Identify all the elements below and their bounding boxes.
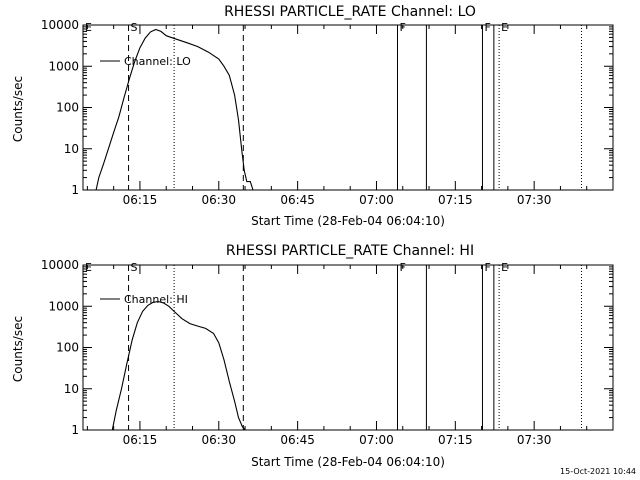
y-tick-label: 1000 [48,59,79,73]
event-marker-label: F [484,261,490,274]
event-marker-label: E [501,261,508,274]
series-line [111,300,246,431]
event-marker-label: E [501,21,508,34]
x-tick-label: 07:15 [438,193,473,207]
x-tick-label: 06:45 [280,193,315,207]
x-tick-label: 07:15 [438,433,473,447]
x-tick-label: 06:30 [201,193,236,207]
event-marker-label: S [131,261,138,274]
y-tick-label: 1000 [48,299,79,313]
chart-panel-lo: RHESSI PARTICLE_RATE Channel: LO Start T… [11,4,614,228]
y-tick-label: 1 [71,183,79,197]
y-tick-label: 10000 [41,18,79,32]
x-tick-label: 06:45 [280,433,315,447]
event-marker-label: S [131,21,138,34]
x-tick-label: 07:30 [517,193,552,207]
x-tick-label: 06:15 [123,193,158,207]
event-marker-label: F [399,261,405,274]
chart-title: RHESSI PARTICLE_RATE Channel: LO [224,4,476,20]
x-tick-label: 07:30 [517,433,552,447]
x-tick-label: 06:30 [201,433,236,447]
chart-title: RHESSI PARTICLE_RATE Channel: HI [226,243,474,259]
y-tick-label: 10000 [41,258,79,272]
legend-label: Channel: HI [124,293,188,306]
event-marker-label: E [85,261,92,274]
x-axis-label: Start Time (28-Feb-04 06:04:10) [251,455,445,469]
y-tick-label: 100 [56,341,79,355]
timestamp: 15-Oct-2021 10:44 [560,467,636,476]
chart-panel-hi: RHESSI PARTICLE_RATE Channel: HI Start T… [11,243,614,469]
series-line [95,28,254,191]
x-tick-label: 06:15 [123,433,158,447]
y-tick-label: 10 [64,142,79,156]
y-tick-label: 10 [64,382,79,396]
event-marker-label: F [484,21,490,34]
y-axis-label: Counts/sec [11,76,25,142]
legend-label: Channel: LO [124,55,191,68]
event-marker-label: E [85,21,92,34]
event-marker-label: F [399,21,405,34]
y-tick-label: 100 [56,101,79,115]
y-tick-label: 1 [71,423,79,437]
x-tick-label: 07:00 [359,193,394,207]
x-axis-label: Start Time (28-Feb-04 06:04:10) [251,214,445,228]
y-axis-label: Counts/sec [11,316,25,382]
x-tick-label: 07:00 [359,433,394,447]
